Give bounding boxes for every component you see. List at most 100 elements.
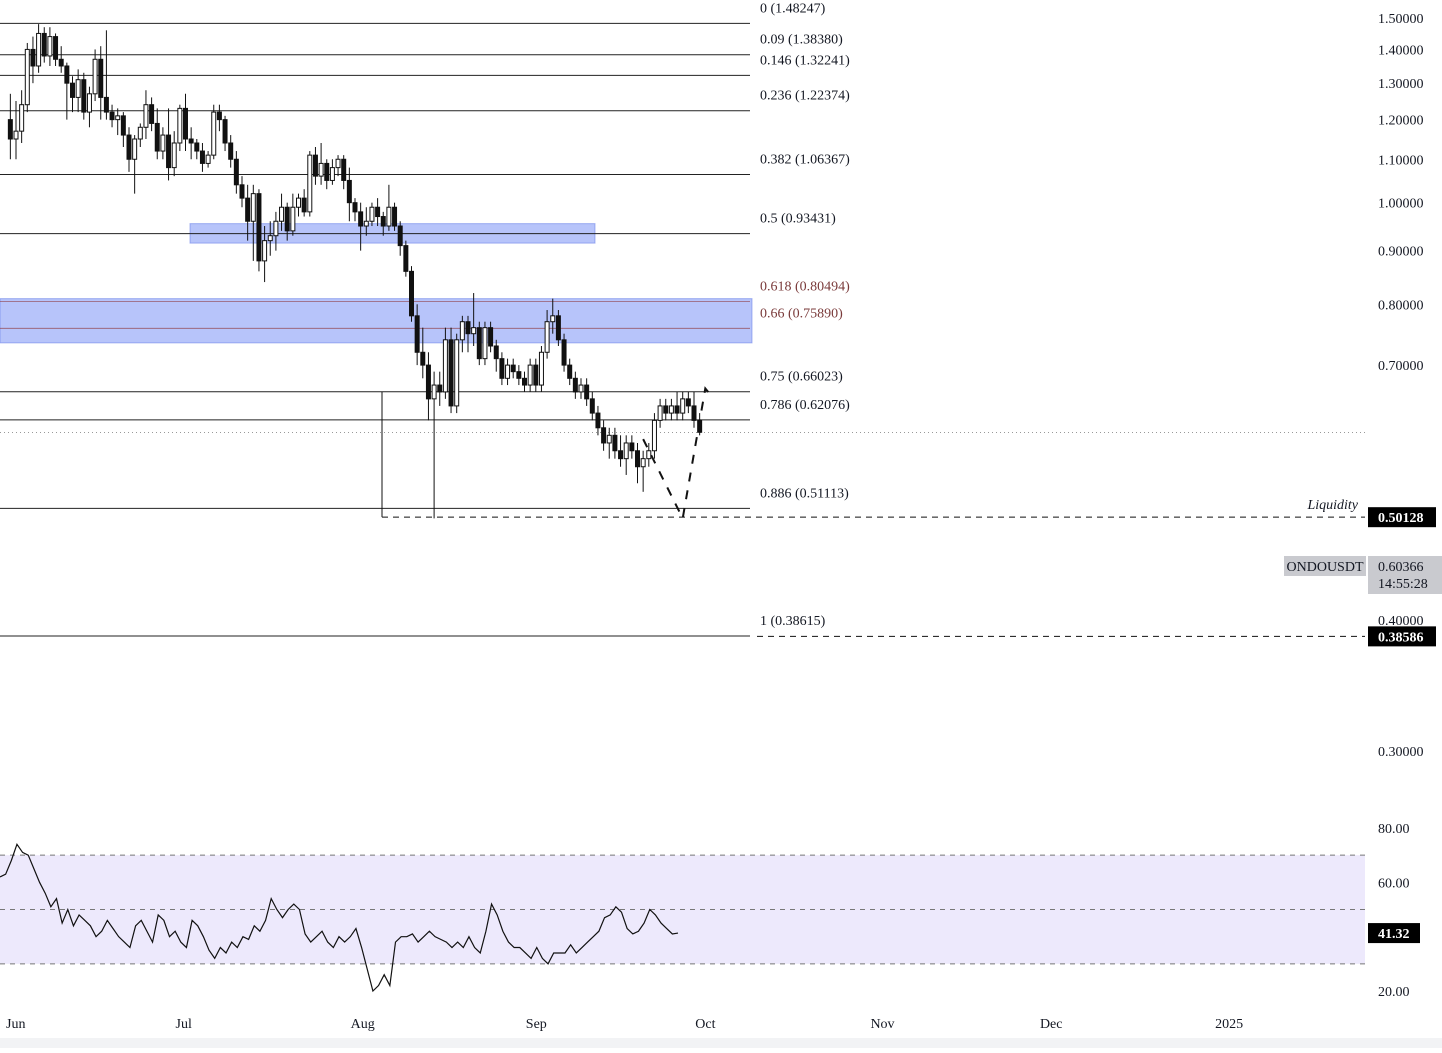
candle-body [471, 327, 477, 335]
candle-body [262, 240, 268, 262]
candle-body [132, 138, 138, 160]
candle-body [324, 162, 330, 181]
candle-body [618, 450, 624, 460]
candle-body [24, 48, 30, 106]
candle-body [493, 345, 499, 360]
current-price-label: 0.60366 [1378, 560, 1424, 575]
liquidity-badge-label: 0.50128 [1378, 511, 1424, 526]
candle-body [629, 442, 635, 452]
price-tick: 1.10000 [1378, 153, 1424, 168]
liquidity-badge [1368, 507, 1436, 528]
candle-body [279, 206, 285, 222]
time-tick: 2025 [1215, 1017, 1243, 1032]
candle-body [420, 351, 426, 366]
price-tick: 1.20000 [1378, 114, 1424, 129]
candle-body [329, 167, 335, 181]
candle-body [120, 115, 126, 136]
candle-body [171, 142, 177, 169]
candle-body [584, 384, 590, 400]
price-tick: 1.40000 [1378, 43, 1424, 58]
candle-body [589, 398, 595, 414]
candle-body [522, 377, 527, 386]
candle-body [437, 384, 443, 393]
candle-body [380, 216, 386, 227]
candle-body [318, 162, 324, 177]
time-axis: Jun Jul Aug Sep Oct Nov Dec 2025 [0, 1017, 1442, 1048]
candle-body [538, 351, 544, 386]
projection-path [642, 386, 712, 522]
time-tick: Aug [351, 1017, 375, 1032]
candle-body [115, 115, 121, 121]
price-tick: 1.00000 [1378, 197, 1424, 212]
candle-body [81, 79, 87, 113]
candle-body [183, 107, 188, 140]
candle-body [41, 32, 47, 57]
candle-body [685, 398, 691, 407]
candle-body [284, 206, 290, 232]
candle-body [363, 220, 369, 227]
candle-body [555, 315, 561, 341]
candle-body [409, 270, 414, 317]
candle-body [154, 122, 160, 152]
candle-body [75, 79, 81, 98]
fib-label: 0.786 (0.62076) [760, 398, 850, 413]
candle-body [239, 184, 245, 199]
candle-body [668, 405, 674, 414]
candle-body [606, 434, 612, 444]
rsi-tick: 60.00 [1378, 876, 1410, 891]
fib-label: 0.09 (1.38380) [760, 33, 843, 48]
candle-body [601, 427, 607, 444]
rsi-tick: 80.00 [1378, 822, 1410, 837]
fib-label: 0 (1.48247) [760, 1, 826, 16]
candle-body [691, 405, 697, 421]
candle-body [635, 450, 640, 468]
candle-body [301, 197, 307, 213]
candle-body [386, 206, 392, 227]
candle-body [70, 82, 75, 98]
candle-body [222, 119, 228, 144]
time-axis-strip [0, 1038, 1442, 1048]
candle-body [516, 371, 522, 379]
candle-body [58, 58, 64, 67]
fib-label: 1 (0.38615) [760, 614, 826, 629]
countdown-label: 14:55:28 [1378, 577, 1428, 592]
candle-body [488, 327, 494, 347]
candle-body [143, 104, 149, 128]
candle-body [550, 315, 556, 323]
candle-body [561, 339, 567, 366]
candle-body [465, 321, 471, 335]
price-tick: 0.30000 [1378, 745, 1424, 760]
candle-body [64, 65, 70, 84]
candle-body [369, 206, 375, 222]
candle-body [346, 179, 352, 204]
candle-body [307, 154, 313, 213]
candle-body [595, 412, 601, 429]
fib-label: 0.5 (0.93431) [760, 212, 836, 227]
projection-layer [642, 386, 712, 522]
candle-body [267, 235, 273, 242]
candle-body [13, 130, 19, 140]
rsi-pane: 80.00 60.00 20.00 [0, 822, 1410, 1000]
time-tick: Oct [695, 1017, 715, 1032]
price-badges: ONDOUSDT 0.60366 14:55:28 0.50128 0.38586 41.… [1284, 507, 1442, 944]
candle-body [149, 104, 155, 124]
candle-body [86, 93, 92, 113]
candle-body [459, 321, 465, 341]
candle-body [290, 206, 296, 232]
candle-body [188, 138, 194, 144]
candle-body [663, 405, 669, 414]
price-tick-hidden: 0.40000 [1378, 614, 1424, 629]
rsi-line [0, 842, 679, 993]
fib-label: 0.146 (1.32241) [760, 53, 850, 68]
candle-body [431, 384, 437, 400]
candle-body [510, 364, 516, 373]
price-tick: 1.50000 [1378, 12, 1424, 27]
candle-body [19, 104, 25, 132]
fib-one-badge-label: 0.38586 [1378, 630, 1424, 645]
candle-body [482, 327, 488, 360]
symbol-label: ONDOUSDT [1287, 560, 1364, 575]
rsi-badge-label: 41.32 [1378, 927, 1410, 942]
candle-body [680, 398, 686, 414]
